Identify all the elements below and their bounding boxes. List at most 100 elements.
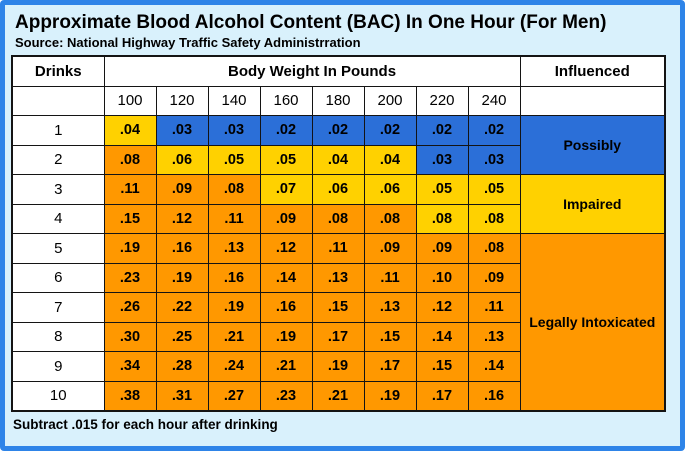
table-row: 3.11.09.08.07.06.06.05.05 Impaired bbox=[11, 174, 666, 234]
drinks-cell: 8 bbox=[11, 321, 105, 352]
bac-value-cell: .02 bbox=[415, 115, 469, 146]
bac-value-cell: .09 bbox=[259, 203, 313, 234]
drinks-column-header: Drinks bbox=[11, 55, 105, 87]
bac-value-cell: .23 bbox=[259, 380, 313, 412]
table-row: 6.23.19.16.14.13.11.10.09 bbox=[11, 262, 665, 293]
weight-column-header: 100 bbox=[103, 85, 157, 116]
bac-value-cell: .13 bbox=[467, 321, 521, 352]
bac-value-cell: .15 bbox=[311, 292, 365, 323]
bac-value-cell: .02 bbox=[467, 115, 521, 146]
bac-value-cell: .05 bbox=[415, 174, 469, 205]
bac-value-cell: .15 bbox=[363, 321, 417, 352]
bac-value-cell: .27 bbox=[207, 380, 261, 412]
bac-value-cell: .23 bbox=[103, 262, 157, 293]
bac-value-cell: .14 bbox=[259, 262, 313, 293]
influence-group-cell: Impaired bbox=[519, 174, 666, 234]
weight-column-header: 220 bbox=[415, 85, 469, 116]
bac-value-cell: .02 bbox=[311, 115, 365, 146]
bac-value-cell: .03 bbox=[415, 144, 469, 175]
bac-value-cell: .08 bbox=[467, 203, 521, 234]
bac-value-cell: .26 bbox=[103, 292, 157, 323]
bac-value-cell: .25 bbox=[155, 321, 209, 352]
bac-value-cell: .19 bbox=[103, 233, 157, 264]
table-row: 7.26.22.19.16.15.13.12.11 bbox=[11, 292, 665, 323]
bac-value-cell: .15 bbox=[103, 203, 157, 234]
bac-value-cell: .09 bbox=[467, 262, 521, 293]
weight-column-header: 200 bbox=[363, 85, 417, 116]
bac-value-cell: .08 bbox=[103, 144, 157, 175]
bac-value-cell: .14 bbox=[415, 321, 469, 352]
drinks-cell: 3 bbox=[11, 174, 105, 205]
table-row: 10.38.31.27.23.21.19.17.16 bbox=[11, 380, 665, 412]
bac-value-cell: .28 bbox=[155, 351, 209, 382]
bac-value-cell: .08 bbox=[415, 203, 469, 234]
drinks-cell: 7 bbox=[11, 292, 105, 323]
bac-value-cell: .19 bbox=[363, 380, 417, 412]
table-row: 1.04.03.03.02.02.02.02.02 Possibly bbox=[11, 115, 666, 175]
bac-value-cell: .05 bbox=[259, 144, 313, 175]
drinks-cell: 2 bbox=[11, 144, 105, 175]
source-line: Source: National Highway Traffic Safety … bbox=[15, 35, 361, 50]
bac-value-cell: .08 bbox=[363, 203, 417, 234]
table-row: 9.34.28.24.21.19.17.15.14 bbox=[11, 351, 665, 382]
bac-value-cell: .24 bbox=[207, 351, 261, 382]
body-weight-header: Body Weight In Pounds bbox=[103, 55, 521, 87]
bac-value-cell: .12 bbox=[259, 233, 313, 264]
bac-value-cell: .22 bbox=[155, 292, 209, 323]
bac-value-cell: .05 bbox=[467, 174, 521, 205]
bac-value-cell: .19 bbox=[155, 262, 209, 293]
bac-value-cell: .16 bbox=[155, 233, 209, 264]
bac-value-cell: .09 bbox=[415, 233, 469, 264]
page-title: Approximate Blood Alcohol Content (BAC) … bbox=[15, 12, 607, 33]
bac-value-cell: .19 bbox=[311, 351, 365, 382]
bac-value-cell: .15 bbox=[415, 351, 469, 382]
weight-column-header: 240 bbox=[467, 85, 521, 116]
bac-value-cell: .17 bbox=[415, 380, 469, 412]
table-row: 4.15.12.11.09.08.08.08.08 bbox=[11, 203, 665, 234]
drinks-cell: 5 bbox=[11, 233, 105, 264]
empty-header-cell bbox=[11, 85, 105, 116]
bac-value-cell: .10 bbox=[415, 262, 469, 293]
bac-value-cell: .09 bbox=[155, 174, 209, 205]
bac-value-cell: .19 bbox=[259, 321, 313, 352]
footnote: Subtract .015 for each hour after drinki… bbox=[13, 417, 278, 432]
bac-value-cell: .19 bbox=[207, 292, 261, 323]
bac-value-cell: .21 bbox=[259, 351, 313, 382]
drinks-cell: 10 bbox=[11, 380, 105, 412]
bac-value-cell: .11 bbox=[363, 262, 417, 293]
bac-value-cell: .03 bbox=[207, 115, 261, 146]
table-row: 8.30.25.21.19.17.15.14.13 bbox=[11, 321, 665, 352]
drinks-cell: 1 bbox=[11, 115, 105, 146]
bac-value-cell: .30 bbox=[103, 321, 157, 352]
header-row-weights: 100 120 140 160 180 200 220 240 bbox=[11, 85, 666, 116]
bac-value-cell: .12 bbox=[415, 292, 469, 323]
bac-value-cell: .21 bbox=[207, 321, 261, 352]
influenced-column-header: Influenced bbox=[519, 55, 666, 87]
drinks-cell: 4 bbox=[11, 203, 105, 234]
bac-value-cell: .11 bbox=[467, 292, 521, 323]
weight-column-header: 120 bbox=[155, 85, 209, 116]
bac-value-cell: .06 bbox=[155, 144, 209, 175]
bac-value-cell: .13 bbox=[311, 262, 365, 293]
bac-value-cell: .13 bbox=[207, 233, 261, 264]
influence-group-cell: Legally Intoxicated bbox=[519, 233, 666, 412]
bac-value-cell: .11 bbox=[311, 233, 365, 264]
bac-value-cell: .31 bbox=[155, 380, 209, 412]
bac-value-cell: .05 bbox=[207, 144, 261, 175]
bac-table: Drinks Body Weight In Pounds Influenced … bbox=[11, 55, 666, 412]
bac-value-cell: .04 bbox=[363, 144, 417, 175]
bac-value-cell: .06 bbox=[363, 174, 417, 205]
bac-value-cell: .14 bbox=[467, 351, 521, 382]
weight-column-header: 160 bbox=[259, 85, 313, 116]
bac-value-cell: .34 bbox=[103, 351, 157, 382]
bac-value-cell: .08 bbox=[207, 174, 261, 205]
bac-value-cell: .02 bbox=[259, 115, 313, 146]
bac-value-cell: .08 bbox=[467, 233, 521, 264]
bac-value-cell: .17 bbox=[311, 321, 365, 352]
bac-value-cell: .04 bbox=[103, 115, 157, 146]
header-row-groups: Drinks Body Weight In Pounds Influenced bbox=[11, 55, 666, 87]
bac-value-cell: .09 bbox=[363, 233, 417, 264]
bac-value-cell: .16 bbox=[259, 292, 313, 323]
bac-value-cell: .02 bbox=[363, 115, 417, 146]
